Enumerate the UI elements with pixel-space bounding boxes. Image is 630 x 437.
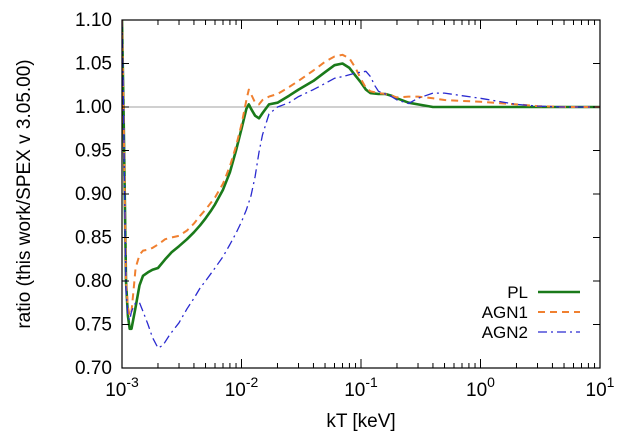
series-line-pl [122, 20, 600, 331]
y-tick-label: 0.85 [75, 228, 112, 249]
y-tick-label: 1.00 [75, 97, 112, 118]
x-tick-label: 10-2 [225, 374, 259, 401]
y-tick-label: 1.10 [75, 10, 112, 31]
series-line-agn1 [122, 20, 600, 317]
x-tick-label: 100 [466, 374, 495, 401]
y-tick-label: 0.90 [75, 184, 112, 205]
plot-frame [121, 19, 601, 369]
legend-label: PL [507, 283, 528, 302]
x-tick-label: 101 [586, 374, 615, 401]
legend-label: AGN2 [482, 323, 528, 342]
axis-ticks: 0.70 0.75 0.80 0.85 0.90 0.95 1.00 1.05 1.10 10-3… [75, 10, 615, 401]
series-layer [122, 20, 600, 349]
y-tick-label: 0.75 [75, 315, 112, 336]
y-tick-label: 0.70 [75, 358, 112, 379]
legend-label: AGN1 [482, 303, 528, 322]
series-line-agn2 [122, 20, 600, 349]
x-tick-label: 10-1 [344, 374, 378, 401]
y-tick-label: 1.05 [75, 54, 112, 75]
y-tick-label: 0.95 [75, 141, 112, 162]
y-axis-label: ratio (this work/SPEX v 3.05.00) [14, 59, 35, 328]
x-axis-label: kT [keV] [326, 411, 395, 432]
y-tick-label: 0.80 [75, 271, 112, 292]
x-tick-label: 10-3 [105, 374, 139, 401]
